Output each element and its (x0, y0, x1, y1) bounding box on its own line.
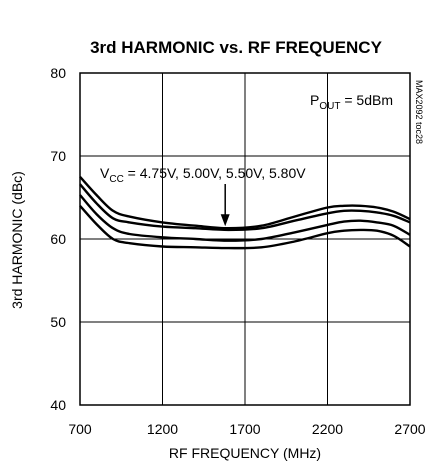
y-tick-label: 40 (50, 397, 66, 413)
vcc-arrow (220, 184, 230, 227)
pout-main: P (310, 92, 319, 108)
vcc-annotation: VCC = 4.75V, 5.00V, 5.50V, 5.80V (100, 165, 306, 185)
y-tick-label: 70 (50, 148, 66, 164)
y-tick-label: 50 (50, 314, 66, 330)
series-line-1 (79, 175, 411, 230)
x-tick-label: 700 (68, 421, 92, 437)
y-axis-label: 3rd HARMONIC (dBc) (9, 171, 25, 309)
series-line-2 (79, 183, 411, 232)
pout-rest: = 5dBm (340, 92, 393, 108)
vcc-main: V (100, 165, 110, 181)
vcc-rest: = 4.75V, 5.00V, 5.50V, 5.80V (124, 165, 306, 181)
vcc-sub: CC (109, 174, 123, 185)
x-tick-label: 2200 (312, 421, 343, 437)
pout-annotation: POUT = 5dBm (310, 92, 393, 112)
series-line-4 (79, 204, 411, 250)
y-tick-label: 60 (50, 231, 66, 247)
chart-title: 3rd HARMONIC vs. RF FREQUENCY (90, 38, 383, 57)
grid (80, 73, 410, 405)
plot-frame (79, 72, 411, 406)
pout-sub: OUT (319, 101, 340, 112)
x-tick-label: 1200 (147, 421, 178, 437)
arrow-head (220, 214, 230, 227)
tick-labels: 700 1200 1700 2200 2700 40 50 60 70 80 (50, 65, 425, 437)
figure-id: MAX2092 toc28 (414, 80, 424, 144)
series-group (79, 175, 411, 250)
series-line-3 (79, 194, 411, 242)
x-tick-label: 2700 (394, 421, 425, 437)
y-tick-label: 80 (50, 65, 66, 81)
x-axis-label: RF FREQUENCY (MHz) (169, 445, 321, 461)
x-tick-label: 1700 (229, 421, 260, 437)
